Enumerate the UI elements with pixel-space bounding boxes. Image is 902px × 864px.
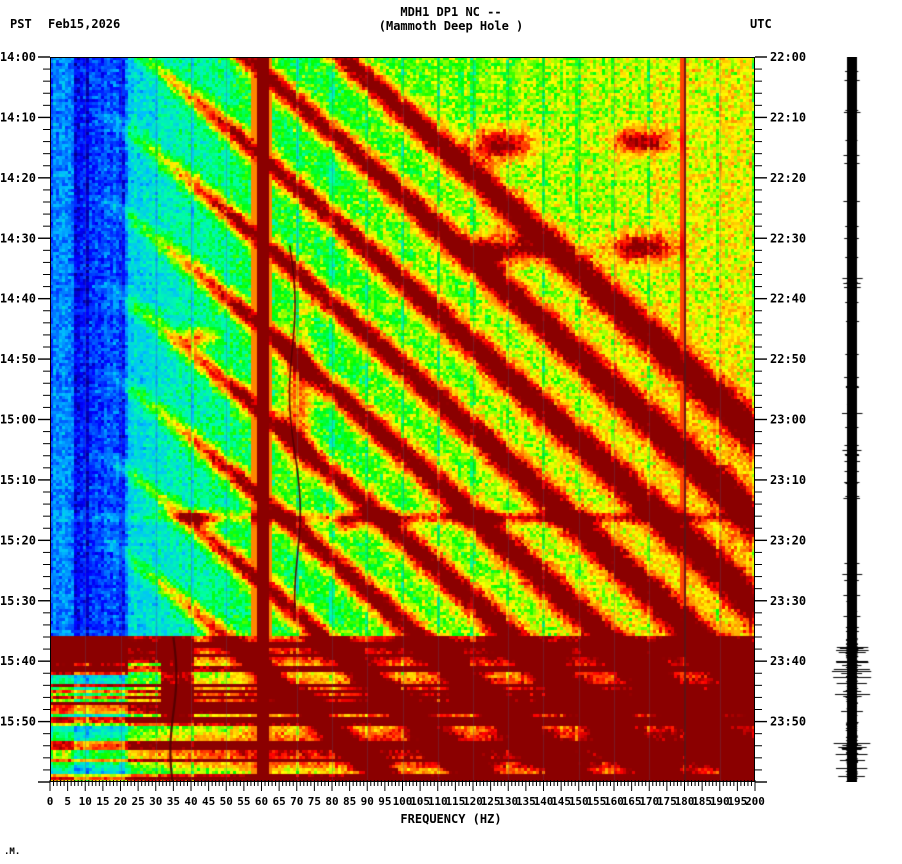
x-axis-tick-label: 10 [79, 795, 92, 808]
y-axis-right-tick-label: 22:10 [770, 110, 806, 124]
x-axis-tick-label: 115 [445, 795, 465, 808]
corner-artifact: .M. [4, 847, 21, 857]
x-axis-tick-label: 200 [745, 795, 765, 808]
x-axis-tick-label: 25 [132, 795, 145, 808]
date-label: Feb15,2026 [48, 17, 121, 31]
x-axis-tick-label: 160 [604, 795, 624, 808]
x-axis-tick-label: 90 [361, 795, 374, 808]
page-title: MDH1 DP1 NC -- [400, 5, 502, 19]
y-axis-left: 14:00 14:10 14:20 14:30 14:40 14:50 15:00 15:10… [0, 50, 50, 783]
x-axis-tick-label: 105 [410, 795, 430, 808]
x-axis-tick-label: 95 [378, 795, 391, 808]
x-axis-tick-label: 145 [551, 795, 571, 808]
x-axis-tick-label: 55 [237, 795, 250, 808]
y-axis-left-tick-label: 15:10 [0, 473, 36, 487]
y-axis-left-tick-label: 15:20 [0, 533, 36, 547]
y-axis-right-tick-label: 23:00 [770, 413, 806, 427]
x-axis-tick-label: 155 [586, 795, 606, 808]
x-axis-tick-label: 70 [290, 795, 303, 808]
x-axis-tick-label: 190 [710, 795, 730, 808]
y-axis-left-tick-label: 15:40 [0, 654, 36, 668]
x-axis-tick-label: 35 [167, 795, 180, 808]
x-axis-tick-label: 140 [534, 795, 554, 808]
x-axis-tick-label: 175 [657, 795, 677, 808]
x-axis-tick-label: 75 [308, 795, 321, 808]
x-axis-tick-label: 40 [184, 795, 197, 808]
y-axis-left-tick-label: 14:20 [0, 171, 36, 185]
x-axis-tick-label: 20 [114, 795, 127, 808]
x-axis-tick-label: 60 [255, 795, 268, 808]
helicorder-trace [812, 57, 892, 782]
x-axis-tick-label: 0 [47, 795, 54, 808]
y-axis-left-tick-label: 14:40 [0, 292, 36, 306]
timezone-label-right: UTC [750, 17, 772, 31]
x-axis-tick-label: 45 [202, 795, 215, 808]
y-axis-right-tick-label: 22:00 [770, 50, 806, 64]
x-axis-tick-label: 80 [325, 795, 338, 808]
y-axis-right: 22:00 22:10 22:20 22:30 22:40 22:50 23:00 23:10… [755, 50, 806, 783]
y-axis-right-tick-label: 22:40 [770, 292, 806, 306]
y-axis-left-tick-label: 14:00 [0, 50, 36, 64]
x-axis-tick-label: 130 [498, 795, 518, 808]
x-axis-tick-label: 110 [428, 795, 448, 808]
y-axis-right-tick-label: 22:20 [770, 171, 806, 185]
x-axis-tick-label: 150 [569, 795, 589, 808]
x-axis-tick-label: 120 [463, 795, 483, 808]
y-axis-left-tick-label: 15:00 [0, 413, 36, 427]
timezone-label-left: PST [10, 17, 32, 31]
x-axis: 0 5 10 15 20 25 30 35 40 45 50 55 60 65 70 75 80 85 90 95 10… [47, 780, 765, 808]
y-axis-right-tick-label: 23:50 [770, 715, 806, 729]
x-axis-tick-label: 170 [639, 795, 659, 808]
x-axis-tick-label: 125 [481, 795, 501, 808]
y-axis-right-tick-label: 23:40 [770, 654, 806, 668]
y-axis-left-tick-label: 14:10 [0, 110, 36, 124]
x-axis-tick-label: 180 [675, 795, 695, 808]
y-axis-right-tick-label: 23:10 [770, 473, 806, 487]
y-axis-left-tick-label: 15:50 [0, 715, 36, 729]
y-axis-right-tick-label: 22:50 [770, 352, 806, 366]
y-axis-left-tick-label: 14:50 [0, 352, 36, 366]
y-axis-right-tick-label: 22:30 [770, 231, 806, 245]
x-axis-tick-label: 100 [393, 795, 413, 808]
y-axis-left-tick-label: 14:30 [0, 231, 36, 245]
x-axis-tick-label: 195 [727, 795, 747, 808]
y-axis-right-tick-label: 23:30 [770, 594, 806, 608]
x-axis-tick-label: 135 [516, 795, 536, 808]
x-axis-title: FREQUENCY (HZ) [400, 812, 502, 826]
x-axis-tick-label: 65 [273, 795, 286, 808]
x-axis-tick-label: 15 [96, 795, 109, 808]
page-subtitle: (Mammoth Deep Hole ) [378, 19, 524, 33]
x-axis-tick-label: 165 [622, 795, 642, 808]
x-axis-tick-label: 30 [149, 795, 162, 808]
spectrogram-plot[interactable] [50, 57, 755, 782]
x-axis-tick-label: 50 [220, 795, 233, 808]
y-axis-right-tick-label: 23:20 [770, 533, 806, 547]
x-axis-tick-label: 185 [692, 795, 712, 808]
x-axis-tick-label: 5 [64, 795, 71, 808]
y-axis-left-tick-label: 15:30 [0, 594, 36, 608]
spectrogram-canvas[interactable] [50, 57, 755, 782]
x-axis-tick-label: 85 [343, 795, 356, 808]
